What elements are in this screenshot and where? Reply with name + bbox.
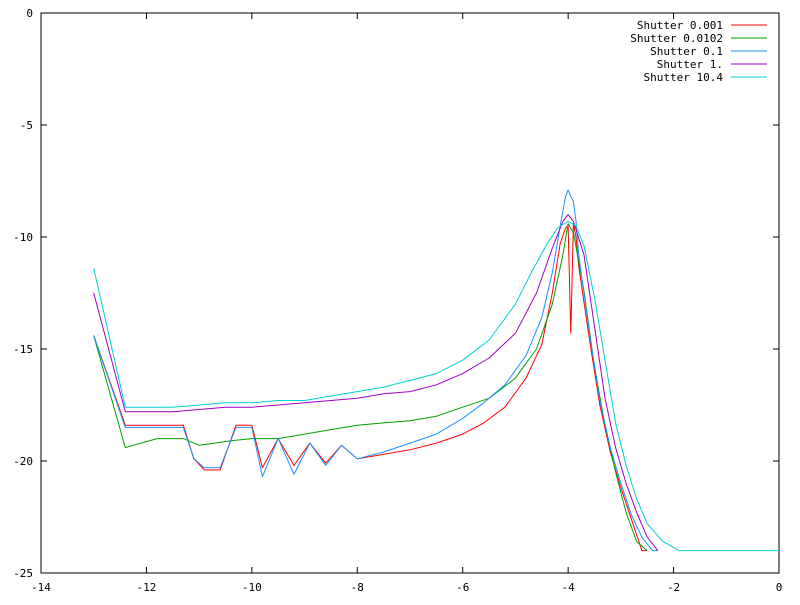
plot-frame: [40, 12, 780, 574]
x-tick-label: -8: [351, 581, 364, 594]
legend-label: Shutter 0.001: [637, 19, 723, 32]
series-line-0: [93, 223, 648, 552]
legend-label: Shutter 0.0102: [630, 32, 723, 45]
chart-series: [93, 189, 779, 552]
y-tick-label: -25: [13, 567, 33, 580]
x-tick-label: -6: [456, 581, 469, 594]
x-tick-label: -10: [242, 581, 262, 594]
x-tick-label: -12: [136, 581, 156, 594]
x-tick-label: -14: [31, 581, 51, 594]
x-tick-label: 0: [776, 581, 783, 594]
y-tick-label: -5: [20, 119, 33, 132]
x-tick-label: -4: [562, 581, 576, 594]
y-tick-label: -10: [13, 231, 33, 244]
x-tick-label: -2: [667, 581, 680, 594]
y-tick-label: -20: [13, 455, 33, 468]
series-line-3: [93, 214, 659, 551]
y-tick-label: 0: [26, 7, 33, 20]
legend-label: Shutter 10.4: [644, 71, 724, 84]
legend-label: Shutter 0.1: [650, 45, 723, 58]
series-line-2: [93, 189, 658, 552]
y-tick-label: -15: [13, 343, 33, 356]
legend-label: Shutter 1.: [657, 58, 723, 71]
series-line-4: [93, 220, 779, 552]
chart-axes: -14 -12 -10 -8 -6 -4 -2 00-5-10-15-20-25: [13, 7, 782, 594]
series-line-1: [93, 223, 648, 551]
